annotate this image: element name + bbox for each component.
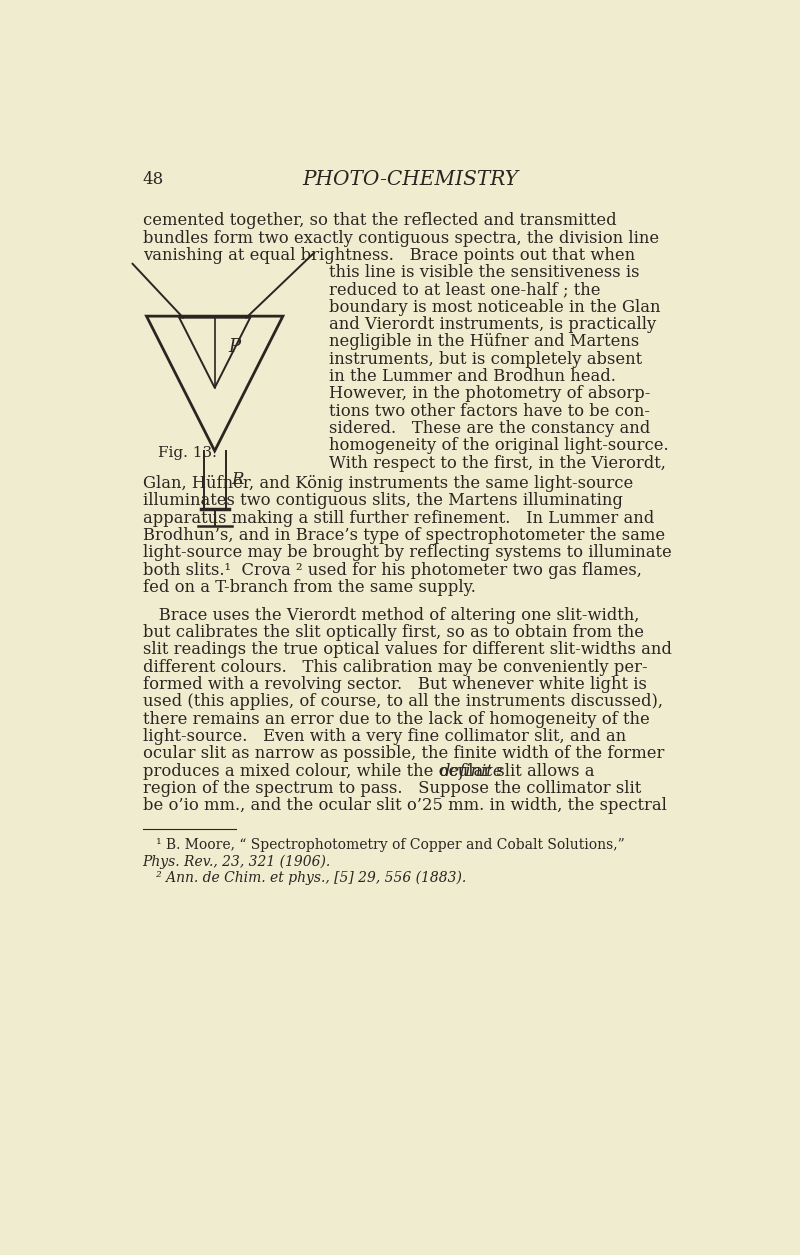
Text: boundary is most noticeable in the Glan: boundary is most noticeable in the Glan: [329, 299, 660, 316]
Text: light-source may be brought by reflecting systems to illuminate: light-source may be brought by reflectin…: [142, 545, 671, 561]
Text: but calibrates the slit optically first, so as to obtain from the: but calibrates the slit optically first,…: [142, 624, 644, 641]
Text: ² Ann. de Chim. et phys., [5] 29, 556 (1883).: ² Ann. de Chim. et phys., [5] 29, 556 (1…: [142, 871, 466, 885]
Text: used (this applies, of course, to all the instruments discussed),: used (this applies, of course, to all th…: [142, 694, 662, 710]
Text: different colours.   This calibration may be conveniently per-: different colours. This calibration may …: [142, 659, 647, 675]
Text: tions two other factors have to be con-: tions two other factors have to be con-: [329, 403, 650, 419]
Text: both slits.¹  Crova ² used for his photometer two gas flames,: both slits.¹ Crova ² used for his photom…: [142, 562, 642, 579]
Text: Brodhun’s, and in Brace’s type of spectrophotometer the same: Brodhun’s, and in Brace’s type of spectr…: [142, 527, 665, 545]
Text: Glan, Hüfner, and König instruments the same light-source: Glan, Hüfner, and König instruments the …: [142, 476, 633, 492]
Text: reduced to at least one-half ; the: reduced to at least one-half ; the: [329, 281, 600, 299]
Text: ocular slit as narrow as possible, the finite width of the former: ocular slit as narrow as possible, the f…: [142, 745, 664, 763]
Text: PHOTO-CHEMISTRY: PHOTO-CHEMISTRY: [302, 171, 518, 190]
Text: fed on a T-branch from the same supply.: fed on a T-branch from the same supply.: [142, 579, 475, 596]
Text: definite: definite: [440, 763, 503, 779]
Text: With respect to the first, in the Vierordt,: With respect to the first, in the Vieror…: [329, 454, 666, 472]
Text: However, in the photometry of absorp-: However, in the photometry of absorp-: [329, 385, 650, 403]
Text: apparatus making a still further refinement.   In Lummer and: apparatus making a still further refinem…: [142, 510, 654, 527]
Text: produces a mixed colour, while the ocular slit allows a: produces a mixed colour, while the ocula…: [142, 763, 599, 779]
Text: sidered.   These are the constancy and: sidered. These are the constancy and: [329, 420, 650, 437]
Text: homogeneity of the original light-source.: homogeneity of the original light-source…: [329, 438, 668, 454]
Text: instruments, but is completely absent: instruments, but is completely absent: [329, 351, 642, 368]
Text: bundles form two exactly contiguous spectra, the division line: bundles form two exactly contiguous spec…: [142, 230, 658, 246]
Text: slit readings the true optical values for different slit-widths and: slit readings the true optical values fo…: [142, 641, 671, 659]
Text: Phys. Rev., 23, 321 (1906).: Phys. Rev., 23, 321 (1906).: [142, 855, 331, 868]
Text: there remains an error due to the lack of homogeneity of the: there remains an error due to the lack o…: [142, 710, 650, 728]
Text: formed with a revolving sector.   But whenever white light is: formed with a revolving sector. But when…: [142, 676, 646, 693]
Text: 48: 48: [142, 172, 164, 188]
Text: Brace uses the Vierordt method of altering one slit-width,: Brace uses the Vierordt method of alteri…: [142, 607, 639, 624]
Text: P: P: [229, 338, 241, 356]
Text: R: R: [231, 471, 243, 488]
Text: ¹ B. Moore, “ Spectrophotometry of Copper and Cobalt Solutions,”: ¹ B. Moore, “ Spectrophotometry of Coppe…: [142, 838, 624, 852]
Text: vanishing at equal brightness.   Brace points out that when: vanishing at equal brightness. Brace poi…: [142, 247, 634, 264]
Text: region of the spectrum to pass.   Suppose the collimator slit: region of the spectrum to pass. Suppose …: [142, 781, 641, 797]
Text: be o’io mm., and the ocular slit o’25 mm. in width, the spectral: be o’io mm., and the ocular slit o’25 mm…: [142, 797, 666, 814]
Text: light-source.   Even with a very fine collimator slit, and an: light-source. Even with a very fine coll…: [142, 728, 626, 745]
Text: cemented together, so that the reflected and transmitted: cemented together, so that the reflected…: [142, 212, 616, 230]
Text: negligible in the Hüfner and Martens: negligible in the Hüfner and Martens: [329, 334, 639, 350]
Text: this line is visible the sensitiveness is: this line is visible the sensitiveness i…: [329, 264, 639, 281]
Text: Fig. 13.: Fig. 13.: [158, 446, 217, 461]
Text: in the Lummer and Brodhun head.: in the Lummer and Brodhun head.: [329, 368, 615, 385]
Text: illuminates two contiguous slits, the Martens illuminating: illuminates two contiguous slits, the Ma…: [142, 492, 622, 510]
Text: and Vierordt instruments, is practically: and Vierordt instruments, is practically: [329, 316, 656, 333]
